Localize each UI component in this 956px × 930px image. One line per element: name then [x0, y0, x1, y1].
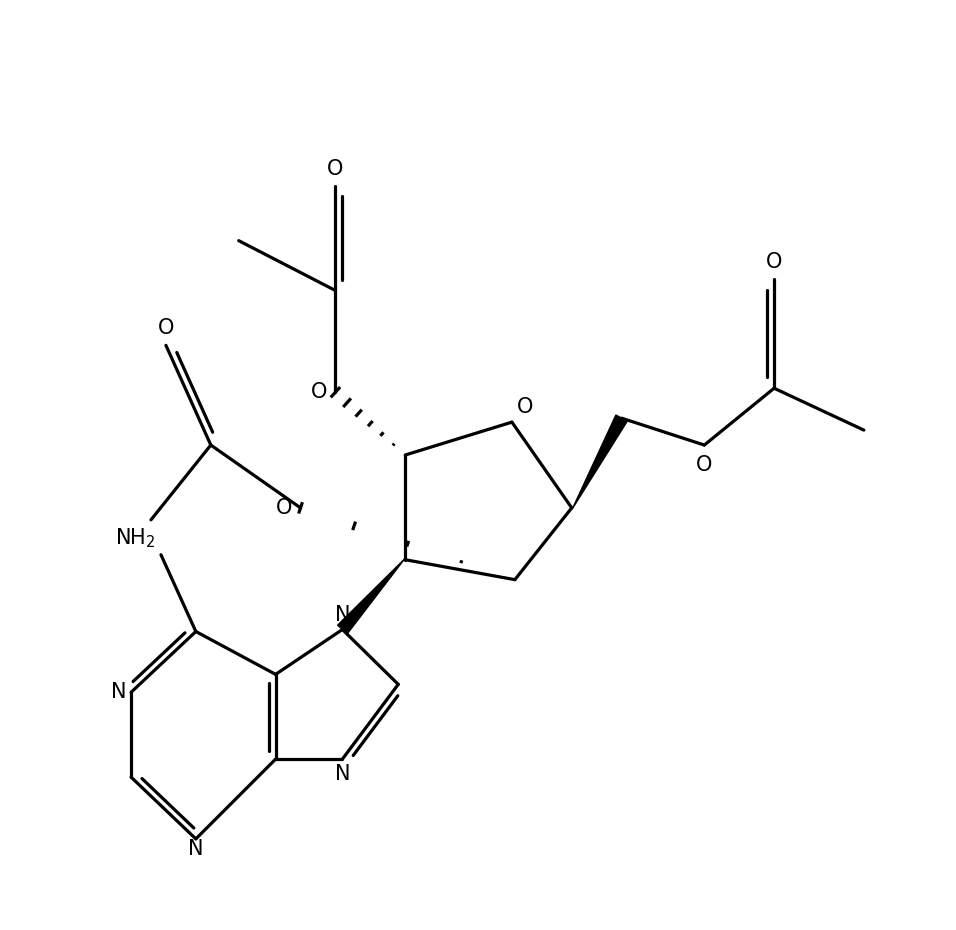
Polygon shape — [573, 415, 627, 509]
Text: N: N — [335, 604, 350, 625]
Text: O: O — [766, 252, 782, 272]
Text: N: N — [111, 683, 126, 702]
Text: O: O — [158, 318, 174, 339]
Text: O: O — [327, 159, 343, 179]
Text: NH$_2$: NH$_2$ — [116, 526, 156, 550]
Polygon shape — [337, 559, 404, 634]
Text: O: O — [276, 498, 293, 518]
Text: N: N — [188, 839, 204, 859]
Text: O: O — [311, 382, 328, 402]
Text: N: N — [335, 764, 350, 784]
Text: O: O — [696, 455, 712, 475]
Text: O: O — [517, 397, 533, 418]
